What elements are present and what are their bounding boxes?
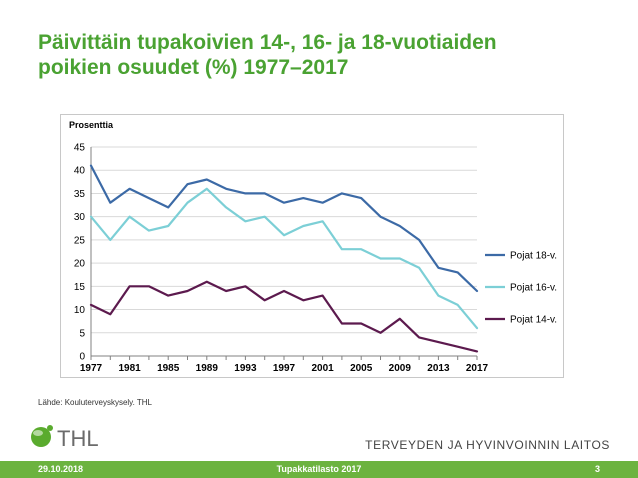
y-tick-label: 45 [74,143,86,154]
chart-frame: Prosenttia 0 5 10 15 20 25 30 35 40 45 1977 1981 198… [60,114,564,378]
x-tick-label: 1981 [118,363,141,374]
y-tick-label: 5 [79,328,85,339]
slide-title-line-1: Päivittäin tupakoivien 14-, 16- ja 18-vu… [38,31,497,54]
x-tick-label: 1985 [157,363,180,374]
thl-logo: THL [31,425,99,451]
y-tick-label: 0 [79,352,85,363]
series-line-pojat-16-v- [89,187,479,330]
y-tick-label: 20 [74,259,86,270]
x-tick-label: 2009 [389,363,412,374]
y-tick-label: 40 [74,166,86,177]
x-tick-label: 2001 [311,363,334,374]
series-line-pojat-14-v- [89,280,479,353]
institute-name: TERVEYDEN JA HYVINVOINNIN LAITOS [365,438,610,452]
x-tick-label: 1997 [273,363,296,374]
x-tick-label: 2005 [350,363,373,374]
slide-title-line-2: poikien osuudet (%) 1977–2017 [38,56,349,79]
source-note: Lähde: Kouluterveyskysely. THL [38,398,152,407]
legend-label: Pojat 14-v. [510,315,557,326]
footer-date: 29.10.2018 [38,464,84,474]
x-tick-label: 1993 [234,363,257,374]
legend-label: Pojat 18-v. [510,251,557,262]
x-tick-label: 1989 [196,363,219,374]
footer-bar: 29.10.2018 Tupakkatilasto 2017 3 [0,461,638,478]
y-tick-label: 25 [74,235,86,246]
page-number: 3 [594,464,600,474]
y-tick-label: 30 [74,212,86,223]
y-tick-label: 15 [74,282,86,293]
series-line-pojat-18-v- [89,164,479,293]
x-tick-label: 2017 [466,363,489,374]
line-chart: Prosenttia 0 5 10 15 20 25 30 35 40 45 1977 1981 198… [69,120,557,374]
slide-title: Päivittäin tupakoivien 14-, 16- ja 18-vu… [38,30,618,80]
y-tick-label: 35 [74,189,86,200]
legend-label: Pojat 16-v. [510,283,557,294]
footer-title: Tupakkatilasto 2017 [276,464,362,474]
y-tick-label: 10 [74,305,86,316]
x-tick-label: 1977 [80,363,103,374]
y-axis-label: Prosenttia [69,120,114,130]
x-tick-label: 2013 [427,363,450,374]
thl-logo-text: THL [57,426,99,451]
thl-logo-icon [31,425,53,447]
